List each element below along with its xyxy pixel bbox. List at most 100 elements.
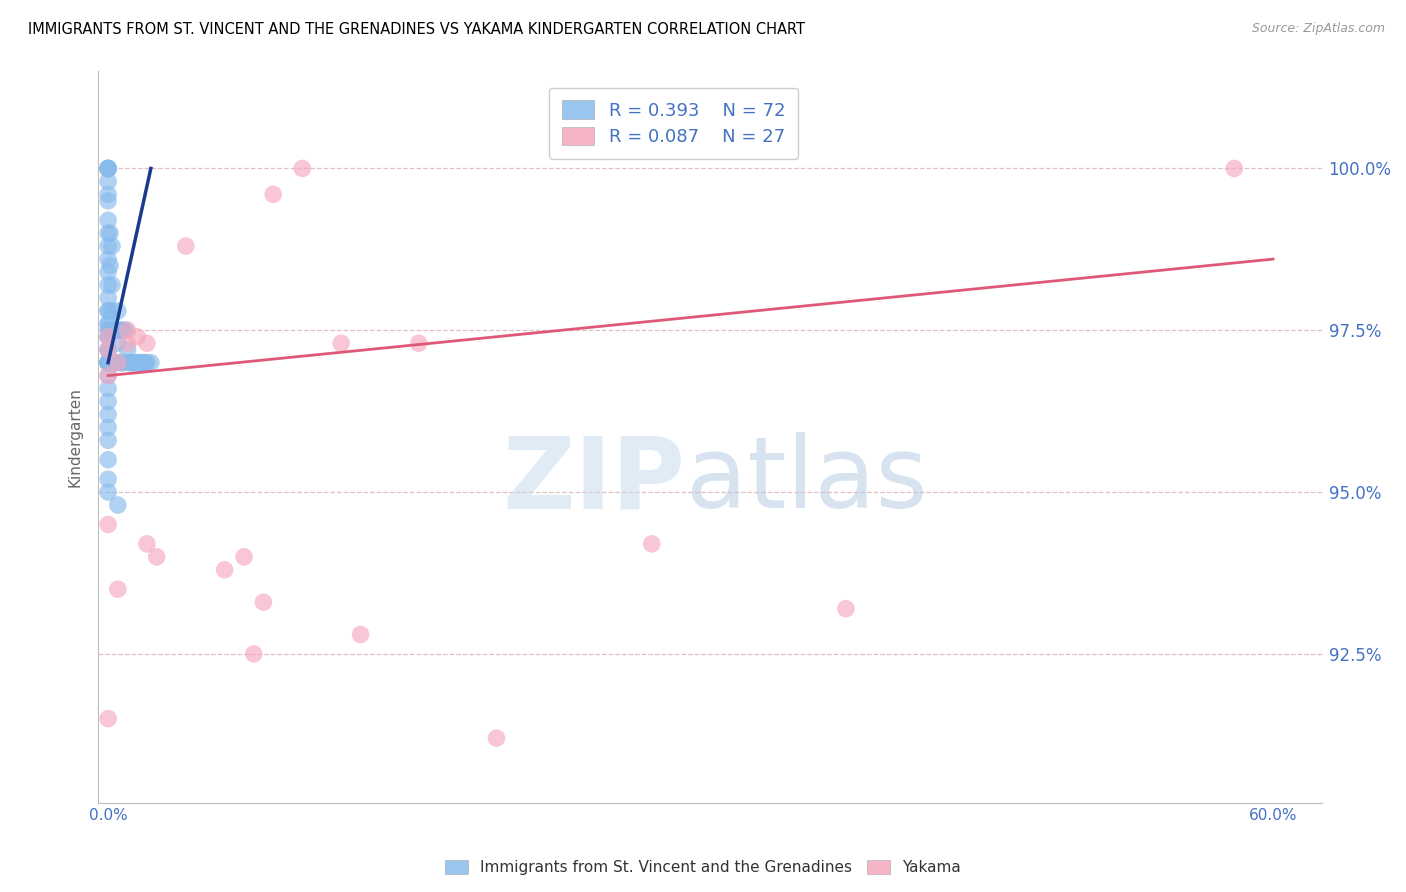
Text: ZIP: ZIP (503, 433, 686, 530)
Point (98, 226, 121, 240)
Point (114, 323, 136, 337)
Point (98, 259, 121, 273)
Point (136, 336, 159, 351)
Legend: R = 0.393    N = 72, R = 0.087    N = 27: R = 0.393 N = 72, R = 0.087 N = 27 (548, 87, 797, 159)
Point (97, 356, 120, 370)
Point (262, 187, 284, 202)
Point (107, 303, 129, 318)
Point (97, 323, 120, 337)
Point (136, 356, 159, 370)
Point (97, 472, 120, 486)
Text: Source: ZipAtlas.com: Source: ZipAtlas.com (1251, 22, 1385, 36)
Point (98, 323, 121, 337)
Point (97, 356, 120, 370)
Point (97, 194, 120, 208)
Point (97, 213, 120, 227)
Point (101, 239, 124, 253)
Point (174, 239, 197, 253)
Point (117, 343, 139, 357)
Point (97, 368, 120, 383)
Point (97, 356, 120, 370)
Point (97, 356, 120, 370)
Point (408, 336, 430, 351)
Point (330, 336, 353, 351)
Point (97, 252, 120, 266)
Point (127, 356, 149, 370)
Point (242, 647, 264, 661)
Point (97, 712, 120, 726)
Point (97, 330, 120, 344)
Point (145, 549, 167, 564)
Point (97, 291, 120, 305)
Point (97, 330, 120, 344)
Point (349, 627, 371, 641)
Point (111, 323, 134, 337)
Point (103, 323, 125, 337)
Point (97, 265, 120, 279)
Point (97, 517, 120, 532)
Point (117, 323, 139, 337)
Point (97, 408, 120, 422)
Point (97, 226, 120, 240)
Point (107, 336, 129, 351)
Point (97, 330, 120, 344)
Text: atlas: atlas (686, 433, 927, 530)
Point (104, 323, 127, 337)
Point (124, 356, 146, 370)
Point (291, 161, 314, 176)
Point (97, 303, 120, 318)
Point (117, 336, 139, 351)
Point (108, 356, 131, 370)
Point (214, 563, 236, 577)
Point (101, 303, 124, 318)
Point (97, 382, 120, 396)
Point (97, 485, 120, 500)
Point (108, 323, 131, 337)
Point (641, 537, 664, 551)
Point (112, 356, 135, 370)
Point (132, 356, 155, 370)
Point (134, 356, 156, 370)
Point (97, 356, 120, 370)
Point (97, 317, 120, 331)
Point (97, 343, 120, 357)
Point (97, 239, 120, 253)
Point (485, 731, 508, 745)
Point (129, 356, 152, 370)
Point (97, 277, 120, 292)
Point (97, 161, 120, 176)
Point (107, 498, 129, 512)
Point (107, 582, 129, 597)
Point (97, 368, 120, 383)
Point (139, 356, 162, 370)
Point (122, 356, 145, 370)
Point (97, 420, 120, 434)
Point (97, 161, 120, 176)
Point (97, 161, 120, 176)
Point (128, 356, 150, 370)
Point (118, 356, 141, 370)
Point (120, 356, 142, 370)
Point (136, 537, 159, 551)
Point (97, 187, 120, 202)
Point (127, 330, 149, 344)
Point (97, 343, 120, 357)
Point (97, 303, 120, 318)
Point (112, 323, 135, 337)
Point (835, 601, 858, 615)
Point (97, 356, 120, 370)
Point (97, 356, 120, 370)
Point (101, 277, 124, 292)
Point (111, 356, 134, 370)
Point (97, 317, 120, 331)
Legend: Immigrants from St. Vincent and the Grenadines, Yakama: Immigrants from St. Vincent and the Gren… (440, 855, 966, 880)
Point (233, 549, 256, 564)
Point (97, 394, 120, 409)
Point (1223, 161, 1246, 176)
Point (252, 595, 274, 609)
Point (97, 161, 120, 176)
Point (107, 356, 129, 370)
Point (97, 174, 120, 188)
Point (97, 434, 120, 448)
Text: IMMIGRANTS FROM ST. VINCENT AND THE GRENADINES VS YAKAMA KINDERGARTEN CORRELATIO: IMMIGRANTS FROM ST. VINCENT AND THE GREN… (28, 22, 806, 37)
